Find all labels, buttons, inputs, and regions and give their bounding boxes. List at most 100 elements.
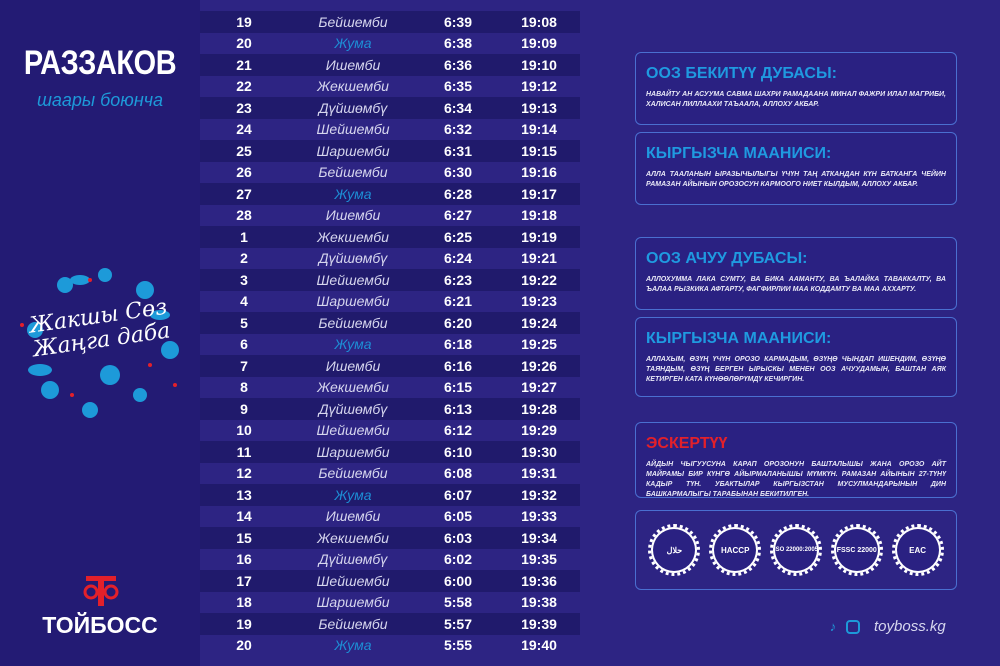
table-row: 17 Шейшемби 6:00 19:36 — [200, 570, 580, 592]
social-links: ♪ toyboss.kg — [826, 618, 946, 635]
weekday: Жума — [334, 637, 372, 654]
day-number: 15 — [236, 529, 252, 546]
table-row: 6 Жума 6:18 19:25 — [200, 334, 580, 356]
fast-start-meaning-box: КЫРГЫЗЧА МААНИСИ: АЛЛА ТААЛАНЫН ЫРАЗЫЧЫЛ… — [635, 132, 957, 205]
table-row: 10 Шейшемби 6:12 19:29 — [200, 420, 580, 442]
iftar-time: 19:19 — [521, 228, 557, 245]
day-number: 8 — [240, 379, 248, 396]
iftar-time: 19:29 — [521, 422, 557, 439]
day-number: 18 — [236, 594, 252, 611]
tiktok-icon[interactable]: ♪ — [829, 618, 837, 634]
weekday: Жума — [334, 35, 372, 52]
suhoor-time: 6:08 — [443, 465, 473, 482]
day-number: 28 — [236, 207, 252, 224]
iftar-time: 19:21 — [521, 250, 557, 267]
iftar-time: 19:27 — [521, 379, 557, 396]
iftar-time: 19:32 — [521, 486, 557, 503]
iftar-time: 19:14 — [521, 121, 557, 138]
weekday: Жекшемби — [317, 228, 389, 245]
day-number: 7 — [240, 357, 248, 374]
fast-break-prayer-box: ООЗ АЧУУ ДУБАСЫ: АЛЛОХУММА ЛАКА СУМТУ, В… — [635, 237, 957, 310]
day-number: 22 — [236, 78, 252, 95]
day-number: 21 — [236, 56, 252, 73]
table-row: 11 Шаршемби 6:10 19:30 — [200, 441, 580, 463]
suhoor-time: 6:39 — [443, 13, 473, 30]
table-row: 20 Жума 5:55 19:40 — [200, 635, 580, 657]
iftar-time: 19:34 — [521, 529, 557, 546]
suhoor-time: 6:25 — [443, 228, 473, 245]
day-number: 11 — [236, 443, 252, 460]
weekday: Жекшемби — [317, 78, 389, 95]
weekday: Жекшемби — [317, 379, 389, 396]
iftar-time: 19:18 — [521, 207, 557, 224]
iftar-time: 19:40 — [521, 637, 557, 654]
iftar-time: 19:16 — [521, 164, 557, 181]
weekday: Шаршемби — [316, 142, 390, 159]
iftar-time: 19:10 — [521, 56, 557, 73]
iftar-time: 19:09 — [521, 35, 557, 52]
suhoor-time: 6:03 — [443, 529, 473, 546]
fssc-certificate-icon: FSSC 22000 — [830, 524, 883, 576]
weekday: Шейшемби — [316, 572, 390, 589]
day-number: 20 — [236, 637, 252, 654]
suhoor-time: 6:35 — [443, 78, 473, 95]
table-row: 15 Жекшемби 6:03 19:34 — [200, 527, 580, 549]
suhoor-time: 6:00 — [443, 572, 473, 589]
table-row: 13 Жума 6:07 19:32 — [200, 484, 580, 506]
iftar-time: 19:28 — [521, 400, 557, 417]
day-number: 2 — [240, 250, 248, 267]
suhoor-time: 6:28 — [443, 185, 473, 202]
day-number: 6 — [240, 336, 248, 353]
box-text: АЛЛА ТААЛАНЫН ЫРАЗЫЧЫЛЫГЫ ҮЧҮН ТАҢ АТКАН… — [646, 171, 946, 188]
day-number: 12 — [236, 465, 252, 482]
day-number: 25 — [236, 142, 252, 159]
suhoor-time: 6:34 — [443, 99, 473, 116]
table-row: 27 Жума 6:28 19:17 — [200, 183, 580, 205]
box-title: КЫРГЫЗЧА МААНИСИ: — [646, 145, 832, 162]
iftar-time: 19:08 — [521, 13, 557, 30]
weekday: Жекшемби — [317, 529, 389, 546]
weekday: Ишемби — [325, 508, 381, 525]
day-number: 3 — [240, 271, 248, 288]
weekday: Шейшемби — [316, 422, 390, 439]
table-row: 20 Жума 6:38 19:09 — [200, 33, 580, 55]
schedule-table: 19 Бейшемби 6:39 19:08 20 Жума 6:38 19:09 21 Ишем… — [200, 11, 580, 656]
floral-emblem-icon — [20, 268, 179, 418]
city-title: РАЗЗАКОВ — [23, 44, 177, 82]
suhoor-time: 6:32 — [443, 121, 473, 138]
weekday: Шейшемби — [316, 121, 390, 138]
day-number: 19 — [236, 13, 252, 30]
weekday: Дүйшөмбү — [318, 99, 388, 116]
suhoor-time: 5:57 — [443, 615, 473, 632]
suhoor-time: 6:23 — [443, 271, 473, 288]
iftar-time: 19:15 — [521, 142, 557, 159]
suhoor-time: 6:24 — [443, 250, 473, 267]
suhoor-time: 5:58 — [443, 594, 473, 611]
instagram-icon[interactable] — [846, 619, 860, 634]
haccp-certificate-icon: HACCP — [709, 524, 762, 576]
fast-start-prayer-box: ООЗ БЕКИТҮҮ ДУБАСЫ: НАВАЙТУ АН АСУУМА СА… — [635, 52, 957, 125]
iftar-time: 19:17 — [521, 185, 557, 202]
suhoor-time: 6:20 — [443, 314, 473, 331]
table-row: 23 Дүйшөмбү 6:34 19:13 — [200, 97, 580, 119]
certificates-box: حلال HACCP ISO 22000:2005 FSSC 22000 EAC — [635, 510, 957, 590]
box-title: ООЗ БЕКИТҮҮ ДУБАСЫ: — [646, 65, 837, 82]
day-number: 19 — [236, 615, 252, 632]
suhoor-time: 6:10 — [443, 443, 473, 460]
weekday: Жума — [334, 486, 372, 503]
weekday: Бейшемби — [318, 465, 388, 482]
table-row: 19 Бейшемби 5:57 19:39 — [200, 613, 580, 635]
box-title: ЭСКЕРТҮҮ — [646, 435, 728, 452]
day-number: 27 — [236, 185, 252, 202]
weekday: Дүйшөмбү — [318, 400, 388, 417]
eac-certificate-icon: EAC — [891, 524, 944, 576]
iftar-time: 19:25 — [521, 336, 557, 353]
day-number: 1 — [240, 228, 248, 245]
table-row: 9 Дүйшөмбү 6:13 19:28 — [200, 398, 580, 420]
iftar-time: 19:38 — [521, 594, 557, 611]
weekday: Дүйшөмбү — [318, 551, 388, 568]
iftar-time: 19:12 — [521, 78, 557, 95]
weekday: Жума — [334, 336, 372, 353]
brand-name: ТОЙБОСС — [42, 612, 158, 638]
website-link[interactable]: toyboss.kg — [874, 618, 946, 635]
